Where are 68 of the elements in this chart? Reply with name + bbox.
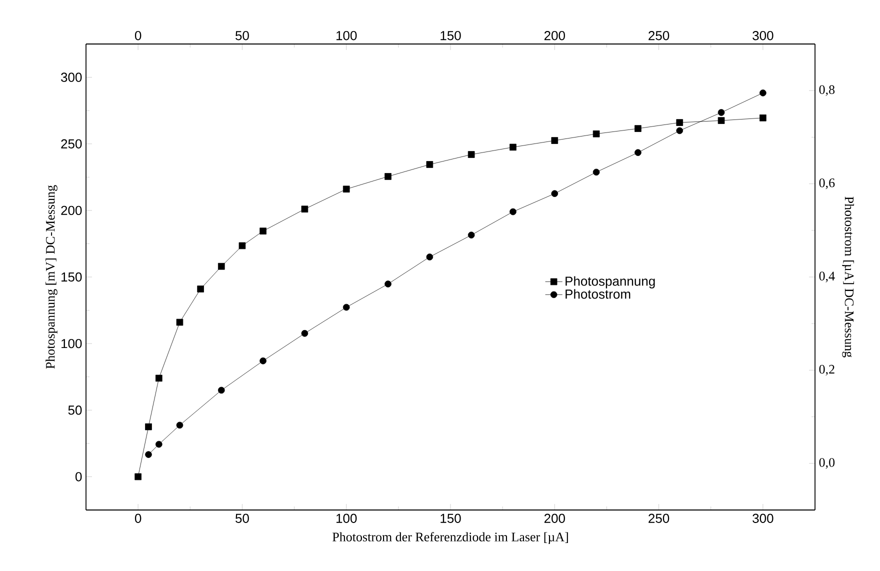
x-tick-label: 300	[752, 514, 774, 523]
point	[718, 109, 725, 116]
point	[426, 254, 434, 260]
x2-tick-label: 0	[134, 31, 142, 40]
point	[197, 286, 204, 292]
point	[176, 422, 184, 429]
legend-label: Photospannung	[566, 276, 655, 288]
point	[218, 262, 225, 270]
y2-tick-label: 0,4	[819, 272, 835, 282]
x2-tick-label: 100	[336, 31, 357, 40]
point	[592, 130, 600, 138]
y2-tick-label: 0,0	[819, 458, 835, 469]
point	[301, 330, 308, 337]
point	[176, 318, 184, 326]
point	[145, 451, 152, 458]
point	[760, 90, 766, 96]
point	[760, 114, 766, 122]
point	[426, 161, 434, 168]
point	[510, 208, 516, 216]
point	[301, 206, 308, 212]
y-tick-label: 0	[75, 472, 82, 482]
x-axis-title: Photostrom der Referenzdiode im Laser [µA]	[332, 532, 568, 544]
legend-label: Photostrom	[566, 289, 630, 299]
point	[634, 149, 642, 156]
point	[260, 357, 266, 364]
point	[551, 137, 558, 144]
y2-tick-label: 0,8	[819, 85, 835, 96]
point	[634, 125, 642, 132]
point	[718, 117, 725, 124]
point	[156, 374, 162, 382]
y2-axis-title: Photostrom [µA] DC-Messung	[842, 196, 854, 358]
y2-tick-label: 0,2	[819, 364, 834, 376]
y-tick-label: 200	[61, 206, 82, 216]
point	[592, 168, 600, 176]
x2-tick-label: 50	[236, 31, 249, 40]
point	[551, 190, 558, 197]
x-tick-label: 50	[236, 514, 249, 523]
y-tick-label: 100	[62, 338, 82, 348]
point	[145, 423, 152, 430]
y-tick-label: 50	[68, 406, 82, 415]
y2-tick-label: 0,6	[819, 178, 835, 190]
x-tick-label: 200	[544, 514, 565, 523]
x-tick-label: 100	[336, 514, 357, 523]
x2-tick-label: 200	[544, 31, 565, 40]
point	[260, 228, 266, 234]
point	[676, 119, 684, 126]
point	[676, 127, 684, 134]
point	[218, 386, 225, 394]
y-axis-title: Photospannung [mV] DC-Messung	[46, 185, 58, 369]
x-tick-label: 150	[440, 514, 461, 523]
point	[238, 242, 246, 250]
point	[134, 473, 142, 480]
point	[468, 151, 475, 158]
point	[384, 280, 392, 288]
point	[468, 232, 475, 238]
x2-tick-label: 300	[752, 31, 774, 40]
point	[342, 186, 350, 193]
point	[156, 440, 162, 448]
point	[384, 173, 392, 180]
point	[342, 304, 350, 311]
x2-tick-label: 150	[440, 31, 461, 40]
point	[510, 144, 516, 151]
x-tick-label: 0	[134, 514, 142, 523]
y-tick-label: 300	[61, 72, 82, 82]
x-tick-label: 250	[648, 514, 670, 523]
y-tick-label: 150	[62, 272, 82, 282]
y-tick-label: 250	[61, 139, 82, 148]
x2-tick-label: 250	[648, 31, 670, 40]
